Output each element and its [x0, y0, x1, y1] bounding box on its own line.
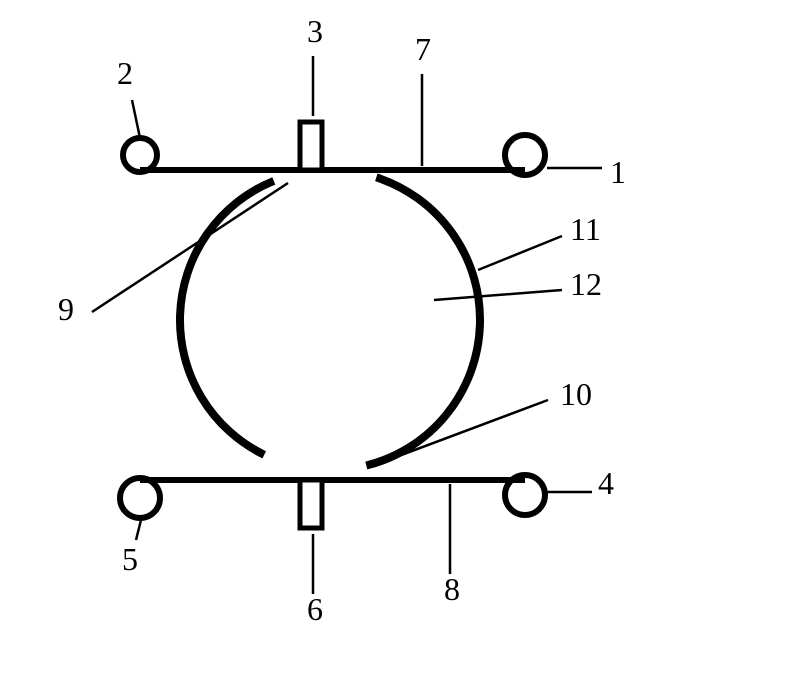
label-6: 6: [307, 591, 323, 627]
leader-l11: [478, 236, 562, 270]
label-9: 9: [58, 291, 74, 327]
circle-arc-right: [366, 177, 480, 465]
label-10: 10: [560, 376, 592, 412]
leader-l10: [372, 400, 548, 466]
label-4: 4: [598, 465, 614, 501]
schematic-diagram: 123456789101112: [0, 0, 792, 691]
label-8: 8: [444, 571, 460, 607]
labels-group: 123456789101112: [58, 13, 626, 627]
label-5: 5: [122, 541, 138, 577]
label-7: 7: [415, 31, 431, 67]
leader-l9: [92, 183, 288, 312]
leader-l12: [434, 290, 562, 300]
leader-l2: [132, 100, 140, 138]
label-1: 1: [610, 154, 626, 190]
label-12: 12: [570, 266, 602, 302]
top-port: [300, 122, 322, 170]
label-11: 11: [570, 211, 601, 247]
label-3: 3: [307, 13, 323, 49]
bottom-left-ring: [120, 478, 160, 518]
label-2: 2: [117, 55, 133, 91]
bottom-port: [300, 480, 322, 528]
top-left-ring: [123, 138, 157, 172]
